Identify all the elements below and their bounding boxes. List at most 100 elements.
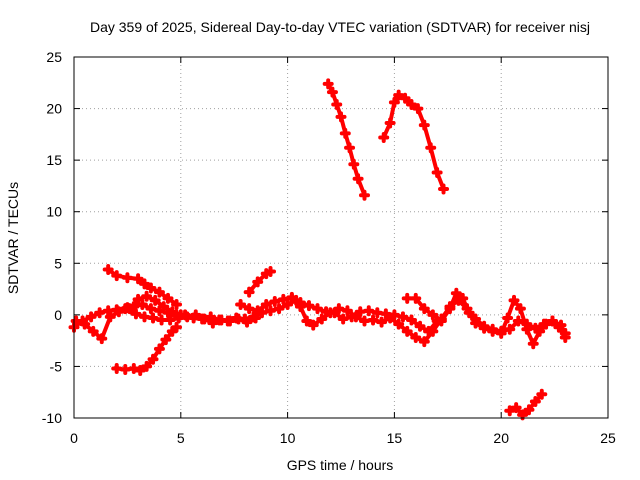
data-point <box>418 119 430 131</box>
data-point <box>85 311 97 323</box>
data-point <box>410 332 422 344</box>
data-point <box>414 320 426 332</box>
y-tick-label: 0 <box>54 307 62 323</box>
data-point <box>190 309 202 321</box>
data-point <box>171 321 183 333</box>
x-tick-label: 25 <box>600 430 616 446</box>
data-point <box>388 96 400 108</box>
data-point <box>348 158 360 170</box>
x-axis-label: GPS time / hours <box>287 457 394 473</box>
data-point <box>119 364 131 376</box>
data-point <box>438 183 450 195</box>
data-point <box>510 402 522 414</box>
data-point <box>405 98 417 110</box>
data-point <box>331 98 343 110</box>
data-point <box>358 189 370 201</box>
data-point <box>111 362 123 374</box>
data-point <box>431 167 443 179</box>
data-point <box>265 305 277 317</box>
series-track-12 <box>504 388 548 421</box>
data-point <box>145 303 157 315</box>
data-point <box>344 142 356 154</box>
data-point <box>393 318 405 330</box>
data-point <box>273 303 285 315</box>
data-point <box>326 86 338 98</box>
data-point <box>79 318 91 330</box>
grid-lines <box>74 57 608 418</box>
data-point <box>141 360 153 372</box>
data-point <box>358 315 370 327</box>
data-series <box>68 78 571 421</box>
series-track-2 <box>70 302 262 345</box>
data-point <box>301 315 313 327</box>
series-track-6 <box>243 266 277 298</box>
data-point <box>316 313 328 325</box>
y-tick-label: 15 <box>46 152 62 168</box>
data-point <box>312 303 324 315</box>
data-point <box>401 292 413 304</box>
data-point <box>198 313 210 325</box>
data-point <box>252 276 264 288</box>
data-point <box>269 295 281 307</box>
data-point <box>243 286 255 298</box>
data-point <box>350 311 362 323</box>
data-point <box>384 117 396 129</box>
data-point <box>425 142 437 154</box>
data-point <box>495 327 507 339</box>
data-point <box>175 309 187 321</box>
data-point <box>450 287 462 299</box>
series-track-9 <box>401 287 571 350</box>
data-point <box>333 303 345 315</box>
data-point <box>132 273 144 285</box>
data-point <box>405 314 417 326</box>
data-point <box>141 290 153 302</box>
data-point <box>463 307 475 319</box>
data-point <box>111 270 123 282</box>
data-point <box>265 266 277 278</box>
data-point <box>418 336 430 348</box>
series-track-8 <box>286 292 571 348</box>
data-point <box>104 311 116 323</box>
x-axis-ticks: 0 5 10 15 20 25 <box>70 57 616 446</box>
data-point <box>444 303 456 315</box>
data-point <box>171 299 183 311</box>
series-track-4 <box>111 321 183 377</box>
data-point <box>512 315 524 327</box>
y-axis-label: SDTVAR / TECUs <box>5 182 21 294</box>
y-tick-label: 5 <box>54 255 62 271</box>
y-tick-label: 20 <box>46 101 62 117</box>
data-point <box>235 299 247 311</box>
data-point <box>145 282 157 294</box>
data-point <box>136 299 148 311</box>
data-point <box>470 317 482 329</box>
data-point <box>286 292 298 304</box>
data-point <box>534 325 546 337</box>
data-point <box>337 313 349 325</box>
data-point <box>181 311 193 323</box>
data-point <box>553 321 565 333</box>
data-point <box>158 301 170 313</box>
data-point <box>435 315 447 327</box>
data-point <box>113 306 125 318</box>
data-point <box>508 294 520 306</box>
data-point <box>523 404 535 416</box>
data-point <box>352 173 364 185</box>
data-point <box>166 306 178 318</box>
data-point <box>427 309 439 321</box>
data-point <box>164 314 176 326</box>
y-tick-label: -5 <box>50 358 63 374</box>
x-tick-label: 5 <box>177 430 185 446</box>
data-point <box>367 314 379 326</box>
plot-frame <box>73 56 609 419</box>
data-point <box>124 303 136 315</box>
data-point <box>294 301 306 313</box>
data-point <box>504 405 516 417</box>
data-point <box>153 286 165 298</box>
data-point <box>282 299 294 311</box>
series-track-3 <box>102 263 183 311</box>
data-point <box>371 307 383 319</box>
series-track-5 <box>124 290 187 321</box>
data-point <box>160 334 172 346</box>
data-point <box>324 307 336 319</box>
data-point <box>243 303 255 315</box>
